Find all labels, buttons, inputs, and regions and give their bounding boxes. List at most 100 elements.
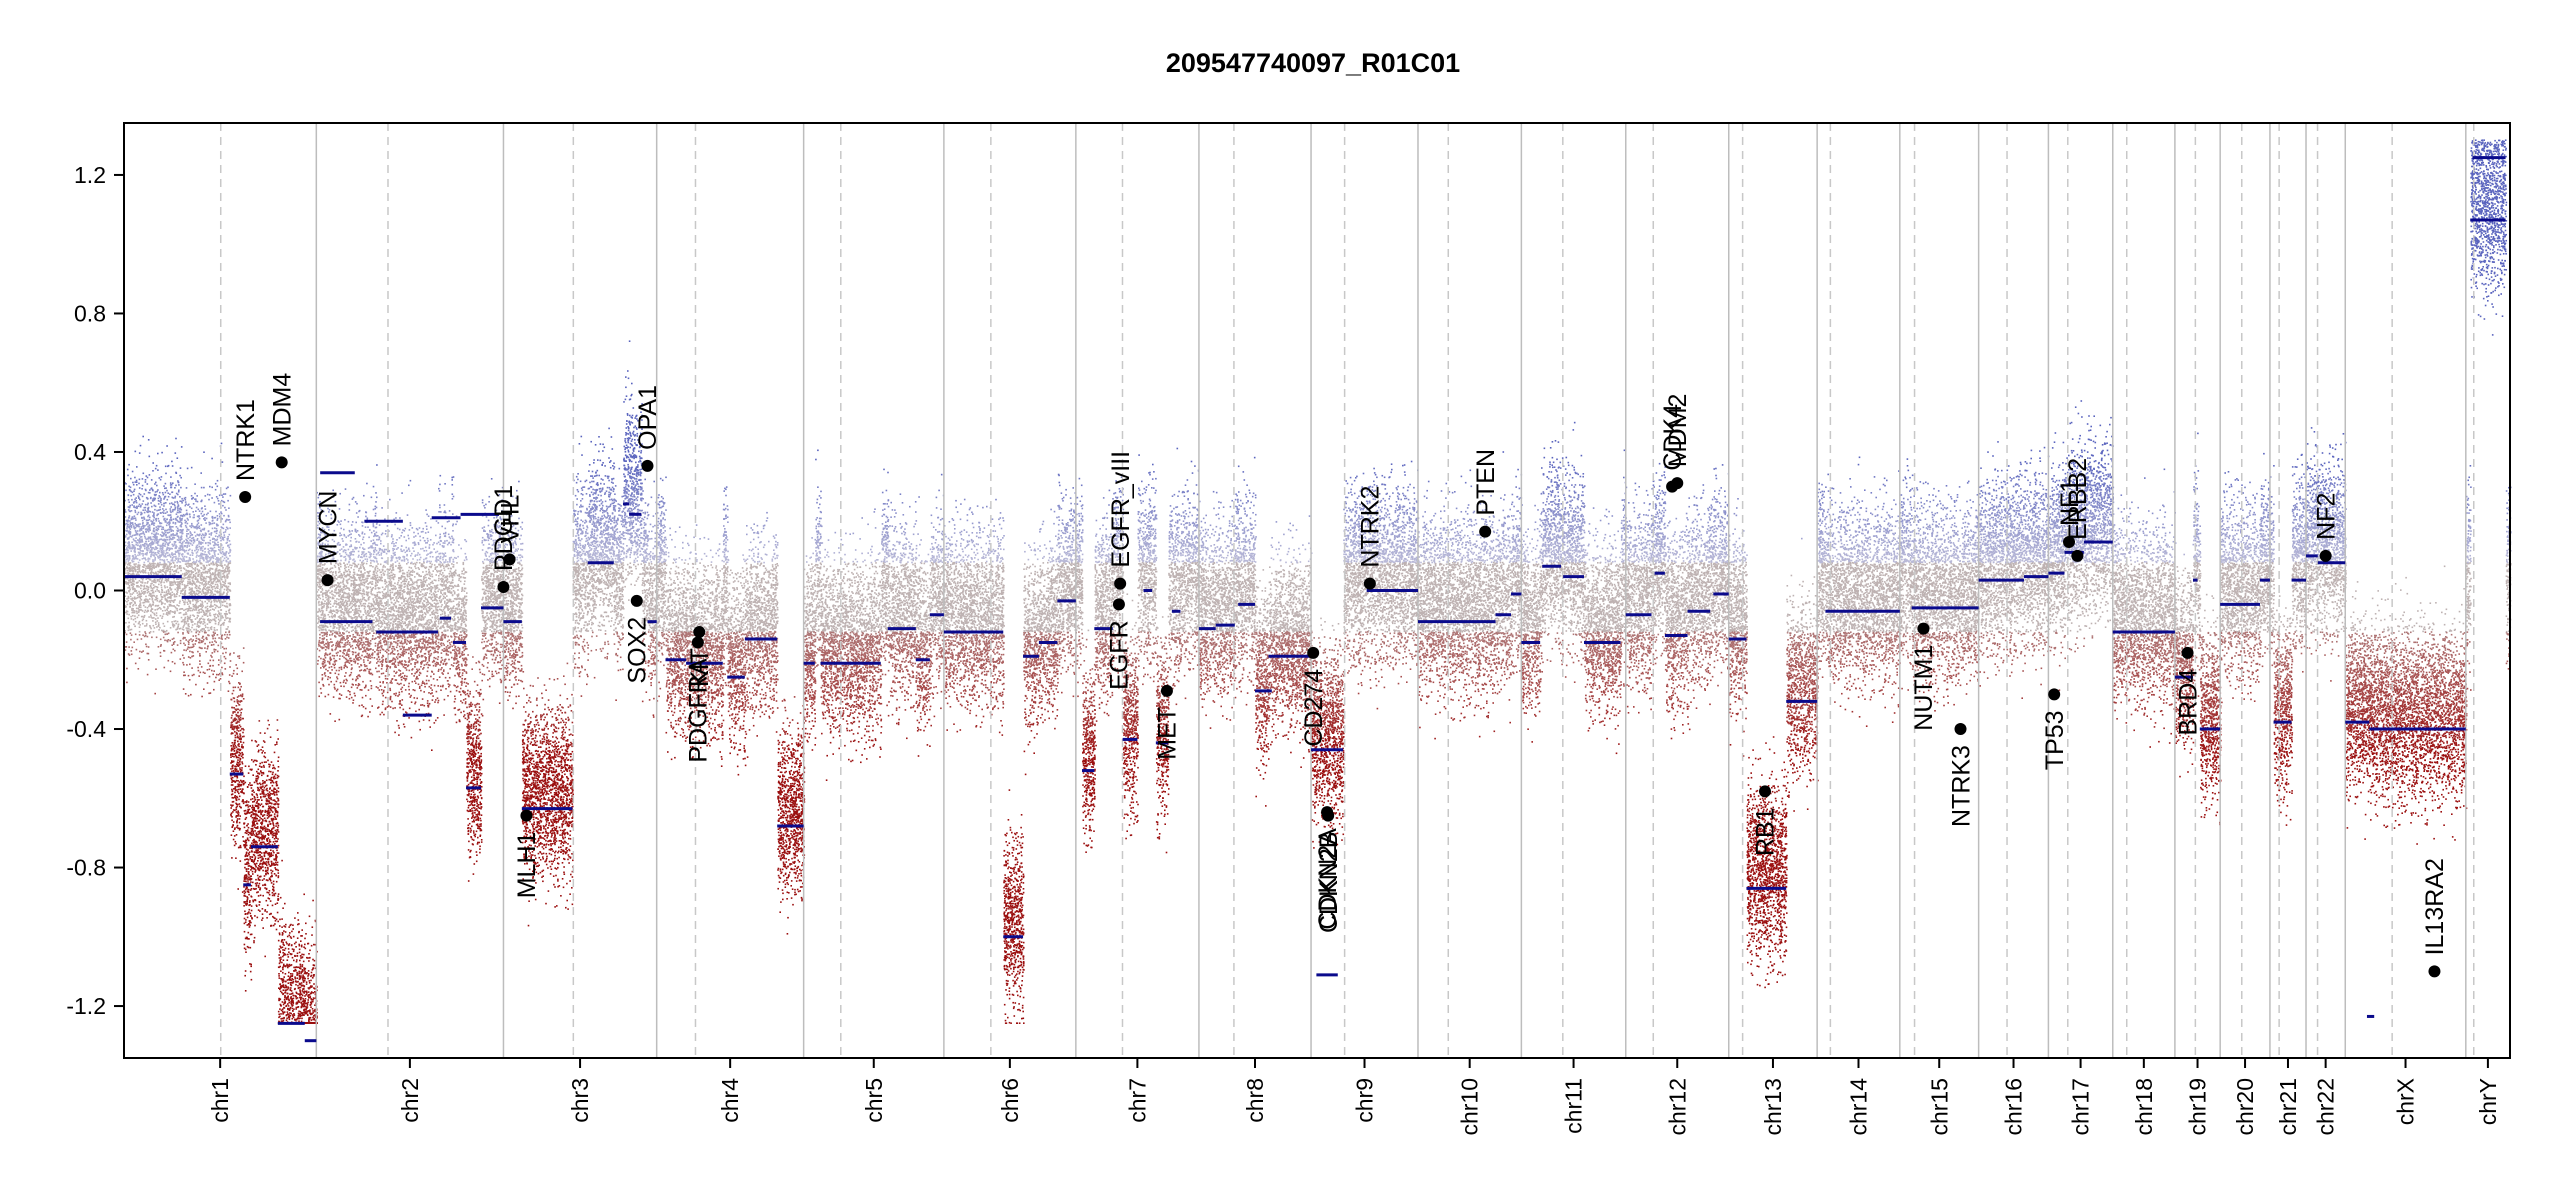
probe-point [207, 512, 209, 514]
probe-point [257, 917, 259, 919]
probe-point [168, 660, 170, 662]
probe-point [238, 730, 240, 732]
probe-point [172, 504, 174, 506]
probe-point [137, 530, 139, 532]
probe-point [282, 994, 284, 996]
probe-point [243, 742, 245, 744]
probe-point [194, 643, 196, 645]
probe-point [270, 736, 272, 738]
probe-point [255, 764, 257, 766]
probe-point [237, 825, 239, 827]
probe-point [135, 481, 137, 483]
probe-point [130, 562, 132, 564]
probe-point [183, 664, 185, 666]
probe-point [172, 491, 174, 493]
probe-point [281, 962, 283, 964]
probe-point [297, 955, 299, 957]
probe-point [278, 791, 280, 793]
probe-point [152, 612, 154, 614]
probe-point [252, 871, 254, 873]
probe-point [126, 613, 128, 615]
probe-point [169, 493, 171, 495]
probe-point [194, 570, 196, 572]
probe-point [145, 507, 147, 509]
probe-point [186, 510, 188, 512]
probe-point [160, 652, 162, 654]
probe-point [139, 600, 141, 602]
probe-point [176, 565, 178, 567]
probe-point [260, 887, 262, 889]
probe-point [222, 547, 224, 549]
probe-point [291, 980, 293, 982]
probe-point [238, 784, 240, 786]
probe-point [176, 526, 178, 528]
probe-point [152, 490, 154, 492]
probe-point [145, 644, 147, 646]
probe-point [157, 617, 159, 619]
probe-point [250, 799, 252, 801]
probe-point [192, 558, 194, 560]
probe-point [244, 827, 246, 829]
probe-point [256, 794, 258, 796]
probe-point [200, 572, 202, 574]
probe-point [192, 644, 194, 646]
probe-point [146, 646, 148, 648]
probe-point [268, 837, 270, 839]
probe-point [239, 736, 241, 738]
probe-point [224, 564, 226, 566]
probe-point [154, 557, 156, 559]
probe-point [131, 542, 133, 544]
probe-point [235, 737, 237, 739]
probe-point [275, 893, 277, 895]
probe-point [292, 1010, 294, 1012]
probe-point [144, 536, 146, 538]
probe-point [186, 533, 188, 535]
probe-point [177, 610, 179, 612]
probe-point [249, 900, 251, 902]
probe-point [130, 582, 132, 584]
probe-point [166, 613, 168, 615]
probe-point [151, 580, 153, 582]
probe-point [180, 487, 182, 489]
probe-point [184, 603, 186, 605]
probe-point [241, 744, 243, 746]
probe-point [214, 616, 216, 618]
probe-point [238, 754, 240, 756]
probe-point [194, 532, 196, 534]
probe-point [294, 976, 296, 978]
probe-point [222, 549, 224, 551]
probe-point [167, 539, 169, 541]
probe-point [167, 570, 169, 572]
probe-point [136, 466, 138, 468]
probe-point [277, 814, 279, 816]
probe-point [251, 769, 253, 771]
probe-point [288, 975, 290, 977]
probe-point [229, 540, 231, 542]
probe-point [198, 549, 200, 551]
probe-point [132, 615, 134, 617]
probe-point [165, 502, 167, 504]
probe-point [202, 550, 204, 552]
probe-point [150, 587, 152, 589]
probe-point [224, 536, 226, 538]
probe-point [176, 604, 178, 606]
probe-point [207, 615, 209, 617]
probe-point [227, 634, 229, 636]
probe-point [230, 754, 232, 756]
probe-point [253, 807, 255, 809]
probe-point [266, 861, 268, 863]
probe-point [225, 509, 227, 511]
probe-point [156, 485, 158, 487]
probe-point [172, 569, 174, 571]
probe-point [170, 506, 172, 508]
probe-point [252, 809, 254, 811]
probe-point [268, 779, 270, 781]
probe-point [202, 623, 204, 625]
probe-point [259, 765, 261, 767]
probe-point [290, 987, 292, 989]
probe-point [159, 627, 161, 629]
probe-point [305, 998, 307, 1000]
probe-point [210, 619, 212, 621]
probe-point [189, 651, 191, 653]
probe-point [206, 576, 208, 578]
